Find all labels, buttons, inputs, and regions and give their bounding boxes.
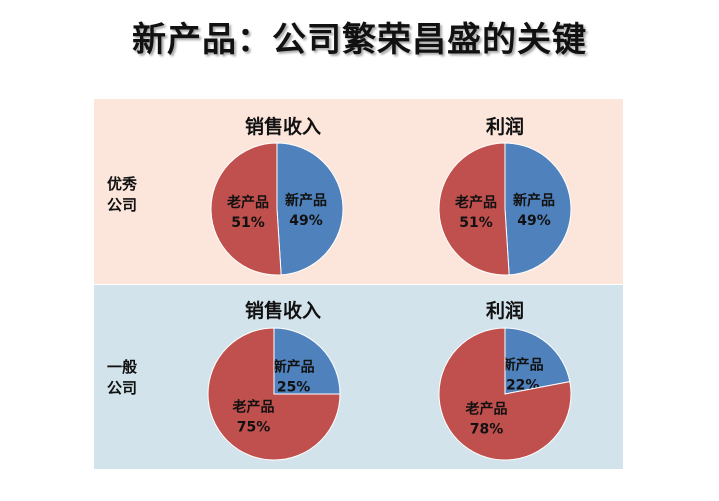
pie-slice-old-product — [438, 142, 510, 276]
pie-slice-value-label: 51% — [459, 215, 493, 231]
pie-chart-bottom-left: 新产品 25%老产品 75% — [207, 327, 341, 461]
chart-title-top-left: 销售收入 — [244, 116, 321, 138]
pie-slice-label: 老产品 — [227, 194, 269, 211]
chart-title-bottom-right: 利润 — [485, 300, 524, 322]
pie-slice-old-product — [207, 327, 341, 461]
pie-chart-top-right: 新产品 49% 老产品 51% — [438, 142, 572, 276]
pie-slice-value-label: 78% — [470, 421, 504, 437]
pie-slice-label: 新产品 — [513, 192, 555, 209]
chart-title-top-right: 利润 — [485, 116, 524, 138]
row-label-line2: 公司 — [107, 196, 138, 214]
pie-slice-new-product — [276, 142, 344, 276]
row-label-average: 一般 公司 — [107, 357, 167, 399]
pie-chart-top-left: 新产品 49% 老产品 51% — [210, 142, 344, 276]
pie-slice-value-label: 49% — [517, 213, 551, 229]
pie-slice-label: 新产品 — [285, 192, 327, 209]
pie-slice-old-product — [438, 327, 572, 461]
row-label-excellent: 优秀 公司 — [107, 174, 167, 216]
pie-slice-label: 新产品 — [273, 358, 315, 375]
pie-slice-new-product — [273, 327, 341, 395]
pie-slice-label: 老产品 — [466, 400, 508, 417]
pie-slice-value-label: 25% — [277, 379, 311, 395]
slide-title: 新产品：公司繁荣昌盛的关键 — [132, 20, 587, 60]
pie-slice-value-label: 49% — [289, 213, 323, 229]
row-label-line2: 公司 — [107, 379, 138, 397]
row-label-line1: 一般 — [107, 358, 138, 376]
pie-slice-label: 老产品 — [455, 194, 497, 211]
pie-slice-value-label: 75% — [237, 420, 271, 436]
chart-title-bottom-left: 销售收入 — [244, 300, 321, 322]
pie-slice-new-product — [504, 327, 571, 395]
row-label-line1: 优秀 — [107, 175, 138, 193]
pie-slice-label: 新产品 — [502, 357, 544, 374]
pie-slice-new-product — [504, 142, 572, 276]
pie-slice-value-label: 51% — [231, 215, 265, 231]
pie-slice-old-product — [210, 142, 282, 276]
pie-slice-label: 老产品 — [233, 399, 275, 416]
